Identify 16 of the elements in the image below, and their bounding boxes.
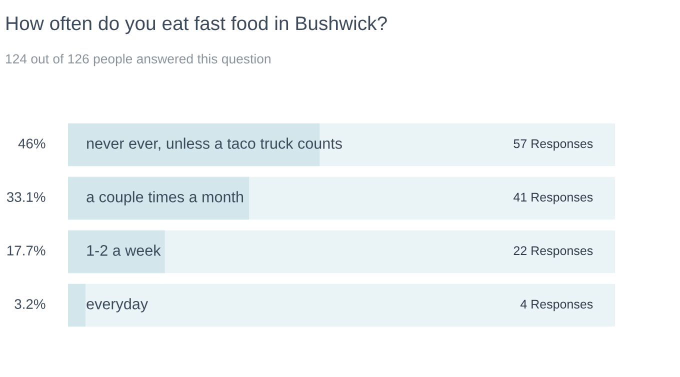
annotation: 41 Responses (514, 192, 593, 204)
y-tick-label: never ever, unless a taco truck counts (87, 138, 342, 151)
data-label: 46% (18, 138, 46, 148)
y-tick-label: 1-2 a week (87, 244, 161, 256)
data-label: 3.2% (14, 299, 46, 309)
y-tick-label: everyday (86, 298, 148, 312)
chart-subtitle: 124 out of 126 people answered this question (6, 54, 270, 66)
chart-title: How often do you eat fast food in Bushwick? (6, 16, 387, 34)
annotation: 57 Responses (514, 139, 593, 151)
data-label: 33.1% (6, 192, 46, 202)
annotation: 4 Responses (520, 300, 593, 312)
bar (68, 230, 165, 274)
y-tick-label: a couple times a month (86, 191, 244, 206)
data-label: 17.7% (7, 246, 46, 256)
annotation: 22 Responses (514, 246, 593, 258)
bar (68, 284, 86, 327)
